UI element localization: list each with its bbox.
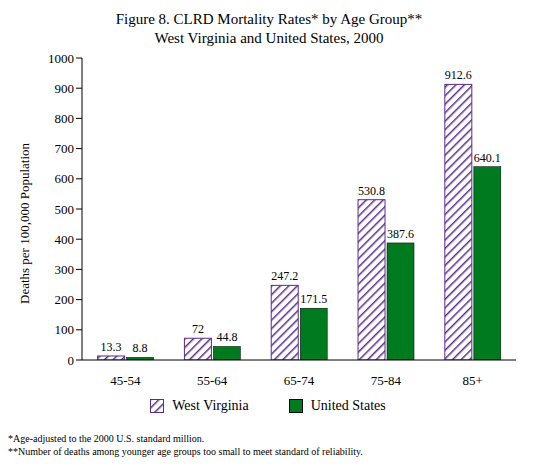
svg-text:55-64: 55-64 [197, 373, 228, 388]
svg-text:640.1: 640.1 [474, 151, 501, 165]
svg-text:45-54: 45-54 [110, 373, 141, 388]
svg-text:13.3: 13.3 [101, 340, 122, 354]
svg-text:900: 900 [55, 81, 75, 96]
html-text:Figure 8. CLRD Mortality Rates: Figure 8. CLRD Mortality Rates* by Age G… [115, 11, 423, 27]
svg-text:530.8: 530.8 [358, 184, 385, 198]
svg-text:44.8: 44.8 [216, 330, 237, 344]
svg-text:387.6: 387.6 [387, 227, 414, 241]
svg-text:65-74: 65-74 [284, 373, 315, 388]
html-text:West Virginia: West Virginia [172, 398, 249, 413]
svg-text:100: 100 [55, 322, 75, 337]
svg-text:171.5: 171.5 [300, 292, 327, 306]
svg-text:500: 500 [55, 202, 75, 217]
html-text:**Number of deaths among young: **Number of deaths among younger age gro… [8, 446, 363, 457]
svg-text:600: 600 [55, 171, 75, 186]
svg-text:8.8: 8.8 [133, 341, 148, 355]
svg-text:85+: 85+ [462, 373, 482, 388]
svg-text:300: 300 [55, 262, 75, 277]
html-text:United States: United States [310, 398, 386, 413]
svg-text:200: 200 [55, 292, 75, 307]
svg-text:72: 72 [192, 322, 204, 336]
html-text:West Virginia and United State: West Virginia and United States, 2000 [154, 30, 384, 46]
svg-text:247.2: 247.2 [271, 269, 298, 283]
html-text:*Age-adjusted to the 2000 U.S.: *Age-adjusted to the 2000 U.S. standard … [8, 433, 205, 444]
svg-text:700: 700 [55, 141, 75, 156]
svg-text:400: 400 [55, 232, 75, 247]
svg-text:0: 0 [68, 353, 75, 368]
svg-text:800: 800 [55, 111, 75, 126]
svg-text:75-84: 75-84 [371, 373, 402, 388]
svg-text:1000: 1000 [48, 51, 74, 66]
svg-text:912.6: 912.6 [445, 68, 472, 82]
svg-text:Deaths per 100,000 Population: Deaths per 100,000 Population [17, 142, 32, 304]
